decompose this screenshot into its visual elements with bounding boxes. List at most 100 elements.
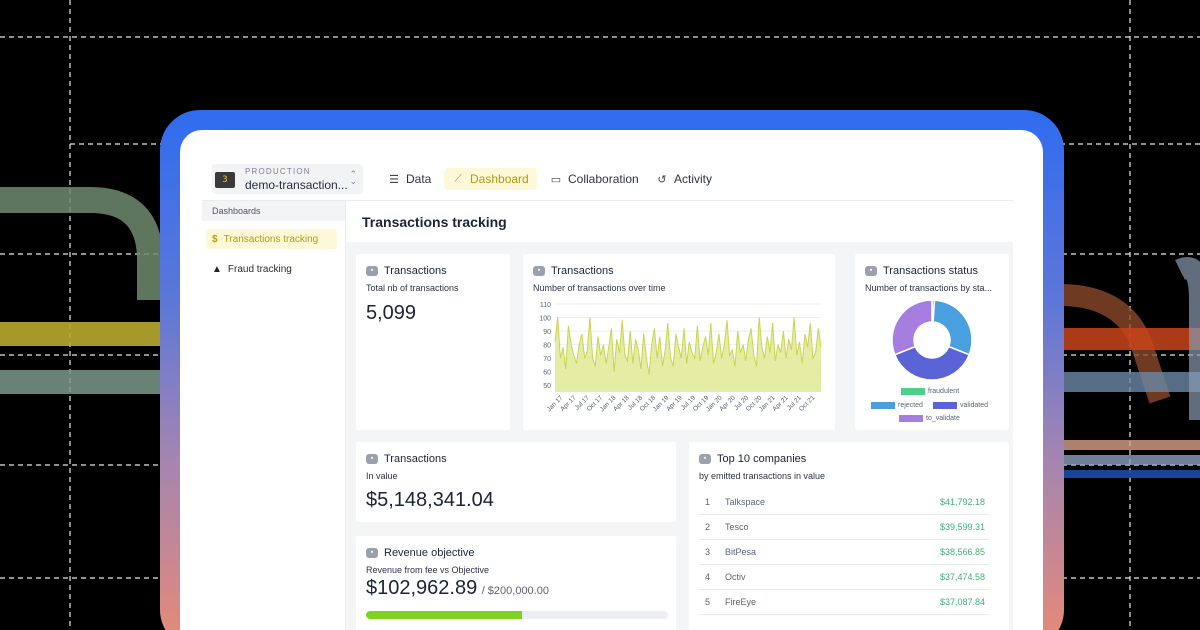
app-window: 3 PRODUCTION demo-transaction... ⌃ ⌄ ☰ Da… <box>180 130 1043 630</box>
company-value: $37,087.84 <box>939 597 985 607</box>
list-icon: ☰ <box>389 173 399 186</box>
legend-swatch <box>899 415 923 422</box>
y-tick-label: 80 <box>543 343 551 350</box>
card-title-text: Transactions <box>551 265 614 277</box>
card-title: ▪ Top 10 companies <box>699 453 806 465</box>
pie-icon: ▪ <box>865 266 877 276</box>
row-rank: 4 <box>705 572 711 582</box>
y-tick-label: 50 <box>543 383 551 390</box>
row-rank: 3 <box>705 547 711 557</box>
company-value: $41,792.18 <box>939 497 985 507</box>
card-title: ▪ Revenue objective <box>366 547 475 559</box>
legend-label: validated <box>960 402 989 409</box>
company-name: Octiv <box>725 572 746 582</box>
legend-rejected: rejected <box>871 402 923 409</box>
card-title: ▪ Transactions <box>366 453 447 465</box>
row-rank: 5 <box>705 597 711 607</box>
y-tick-label: 60 <box>543 370 551 377</box>
table-row[interactable]: 2 Tesco $39,599.31 <box>699 515 989 540</box>
legend-swatch <box>901 388 925 395</box>
chevron-updown-icon: ⌃ ⌄ <box>349 169 357 186</box>
page-title: Transactions tracking <box>362 214 507 230</box>
card-subtitle: Number of transactions by sta... <box>865 283 993 293</box>
revenue-value: $102,962.89 <box>366 577 478 599</box>
metric-value: $5,148,341.04 <box>366 489 494 511</box>
company-value: $39,599.31 <box>939 522 985 532</box>
card-revenue-objective[interactable]: ▪ Revenue objective Revenue from fee vs … <box>356 536 676 630</box>
series-line <box>554 317 822 375</box>
tab-label: Collaboration <box>568 172 639 186</box>
revenue-progress-bar <box>366 611 668 619</box>
card-title-text: Transactions <box>384 265 447 277</box>
card-transactions-in-value[interactable]: ▪ Transactions In value $5,148,341.04 <box>356 442 676 522</box>
number-icon: ▪ <box>366 548 378 558</box>
card-title: ▪ Transactions <box>366 265 447 277</box>
number-icon: ▪ <box>366 266 378 276</box>
y-tick-label: 70 <box>543 356 551 363</box>
card-top-10-companies[interactable]: ▪ Top 10 companies by emitted transactio… <box>689 442 1009 630</box>
legend-swatch <box>871 402 895 409</box>
environment-icon: 3 <box>215 172 235 188</box>
tab-collaboration[interactable]: ▭ Collaboration <box>542 168 647 190</box>
legend-label: rejected <box>898 402 923 409</box>
donut-slice-rejected <box>932 299 973 356</box>
sidebar-heading: Dashboards <box>202 201 345 221</box>
legend-label: fraudulent <box>928 388 960 395</box>
card-title-text: Transactions <box>384 453 447 465</box>
dollar-icon: $ <box>212 233 218 245</box>
card-title: ▪ Transactions status <box>865 265 978 277</box>
tab-label: Dashboard <box>470 172 529 186</box>
y-tick-label: 90 <box>543 329 551 336</box>
number-icon: ▪ <box>533 266 545 276</box>
card-subtitle: Total nb of transactions <box>366 283 459 293</box>
donut-slice-validated <box>893 345 971 381</box>
legend-swatch <box>933 402 957 409</box>
legend-validated: validated <box>933 402 988 409</box>
tab-data[interactable]: ☰ Data <box>380 168 439 190</box>
trend-icon: ⟋ <box>454 172 462 185</box>
company-name: BitPesa <box>725 547 757 557</box>
card-title: ▪ Transactions <box>533 265 614 277</box>
sidebar-item-label: Transactions tracking <box>223 233 319 245</box>
sidebar-item-fraud-tracking[interactable]: ▲ Fraud tracking <box>206 259 337 279</box>
card-title-text: Top 10 companies <box>717 453 807 465</box>
card-subtitle: Revenue from fee vs Objective <box>366 565 490 575</box>
history-icon: ↺ <box>657 173 667 186</box>
card-subtitle: by emitted transactions in value <box>699 471 826 481</box>
environment-selector[interactable]: 3 PRODUCTION demo-transaction... ⌃ ⌄ <box>212 164 363 194</box>
card-total-transactions[interactable]: ▪ Transactions Total nb of transactions … <box>356 254 510 430</box>
sidebar-item-label: Fraud tracking <box>227 263 292 275</box>
tab-activity[interactable]: ↺ Activity <box>648 168 720 190</box>
company-name: FireEye <box>725 597 757 607</box>
card-transactions-status[interactable]: ▪ Transactions status Number of transact… <box>855 254 1009 430</box>
company-value: $37,474.58 <box>939 572 985 582</box>
table-row[interactable]: 5 FireEye $37,087.84 <box>699 590 989 615</box>
metric-value: 5,099 <box>366 302 417 324</box>
legend-label: to_validate <box>926 415 960 422</box>
legend-to-validate: to_validate <box>899 415 960 422</box>
tab-label: Activity <box>674 172 713 186</box>
chat-icon: ▭ <box>550 173 562 186</box>
progress-fill <box>366 611 522 619</box>
status-donut-chart <box>891 299 973 381</box>
card-subtitle: Number of transactions over time <box>533 283 666 293</box>
card-subtitle: In value <box>366 471 398 481</box>
legend-fraudulent: fraudulent <box>901 388 959 395</box>
table-row[interactable]: 1 Talkspace $41,792.18 <box>699 490 989 515</box>
tab-dashboard[interactable]: ⟋ Dashboard <box>444 168 537 190</box>
warning-icon: ▲ <box>212 263 222 275</box>
card-transactions-over-time[interactable]: ▪ Transactions Number of transactions ov… <box>523 254 835 430</box>
dashboard-content: ▪ Transactions Total nb of transactions … <box>345 242 1013 630</box>
environment-label: PRODUCTION <box>245 167 311 176</box>
table-row[interactable]: 3 BitPesa $38,566.85 <box>699 540 989 565</box>
sidebar-item-transactions-tracking[interactable]: $ Transactions tracking <box>206 229 337 249</box>
table-row[interactable]: 4 Octiv $37,474.58 <box>699 565 989 590</box>
y-tick-label: 110 <box>540 302 551 309</box>
revenue-values: $102,962.89 / $200,000.00 <box>366 577 549 600</box>
card-title-text: Revenue objective <box>384 547 475 559</box>
y-tick-label: 100 <box>539 316 551 323</box>
row-rank: 2 <box>705 522 711 532</box>
tab-label: Data <box>406 172 432 186</box>
